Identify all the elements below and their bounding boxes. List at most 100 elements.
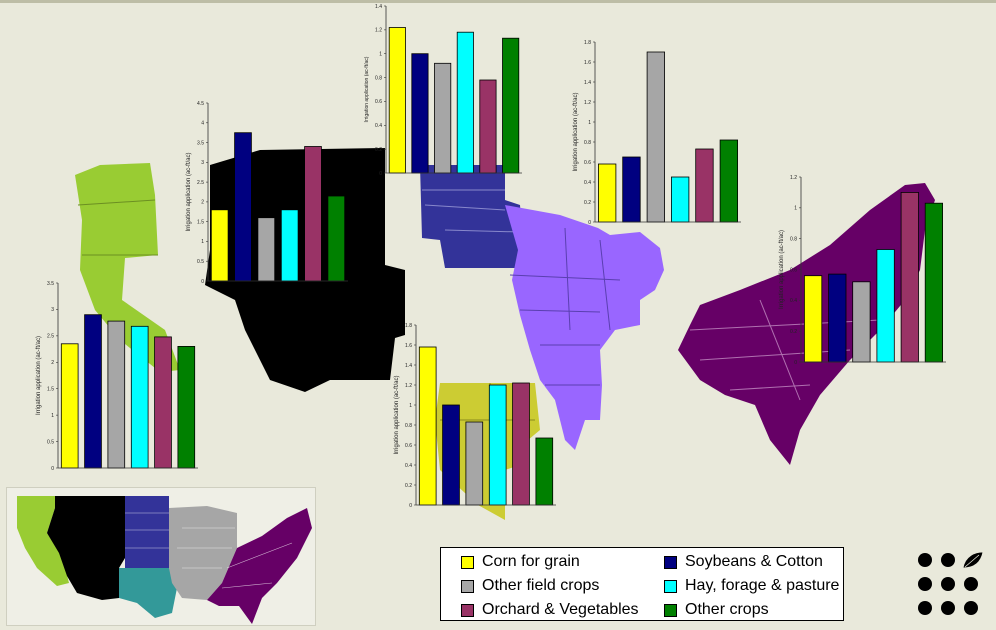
y-tick-label: 1.4: [405, 363, 412, 369]
legend: Corn for grain Soybeans & Cotton Other f…: [440, 547, 844, 621]
bar-corn-for-grain: [598, 163, 617, 223]
inset-region-mountain: [47, 496, 125, 600]
y-tick-label: 4: [201, 121, 204, 127]
y-tick-label: 1.8: [405, 323, 412, 329]
y-tick-label: 0.6: [405, 443, 412, 449]
region-pacific: [75, 163, 180, 372]
y-tick-label: 0.6: [584, 160, 591, 166]
bar-orchard-vegetables: [304, 146, 322, 282]
y-tick-label: 0.6: [790, 267, 797, 273]
chart-midwest: 0 0.2 0.4 0.6 0.8 1 1.2 1.4 1.6 1.8 Irrigation app…: [573, 40, 741, 225]
y-tick-label: 1.4: [584, 80, 591, 86]
y-tick-label: 0: [588, 220, 591, 225]
y-axis-label: Irrigation application (ac-ft/ac): [36, 336, 42, 415]
inset-region-midwest-gray: [169, 506, 237, 600]
y-tick-label: 0.5: [197, 259, 204, 265]
legend-item-other-crops: Other crops: [664, 599, 769, 621]
legend-label: Other crops: [685, 601, 769, 618]
y-tick-label: 0.4: [584, 180, 591, 186]
chart-delta: 0 0.2 0.4 0.6 0.8 1 1.2 1.4 1.6 1.8 Irrigation app…: [394, 323, 556, 509]
y-tick-label: 2: [201, 200, 204, 206]
y-tick-label: 0: [409, 503, 412, 509]
bar-hay-forage-pasture: [456, 31, 474, 174]
inset-map-svg: [17, 496, 312, 624]
legend-swatch: [664, 555, 677, 569]
bar-hay-forage-pasture: [876, 249, 895, 363]
y-tick-label: 0.2: [790, 329, 797, 335]
y-tick-label: 0: [51, 466, 54, 472]
bar-other-crops: [327, 195, 346, 282]
legend-swatch: [461, 555, 474, 569]
y-tick-label: 0: [379, 171, 382, 177]
y-tick-label: 1.8: [584, 40, 591, 46]
y-tick-label: 0.4: [375, 123, 382, 129]
legend-label: Soybeans & Cotton: [685, 553, 823, 570]
legend-swatch: [461, 603, 474, 617]
y-tick-label: 0: [201, 279, 204, 285]
y-axis-label: Irrigation application (ac-ft/ac): [394, 375, 400, 454]
bar-corn-for-grain: [804, 275, 823, 363]
legend-item-corn: Corn for grain: [461, 551, 580, 573]
y-tick-label: 4.5: [197, 101, 204, 107]
y-axis-label: Irrigation application (ac-ft/ac): [779, 230, 785, 309]
legend-swatch: [664, 603, 677, 617]
bar-other-field-crops: [646, 51, 665, 223]
legend-item-hay-forage-pasture: Hay, forage & pasture: [664, 575, 839, 597]
y-tick-label: 0.2: [405, 483, 412, 489]
y-tick-label: 1.4: [375, 4, 382, 10]
y-tick-label: 1: [201, 239, 204, 245]
y-tick-label: 0.4: [790, 298, 797, 304]
bar-soybeans-cotton: [828, 273, 847, 363]
inset-region-plains: [125, 496, 169, 568]
y-tick-label: 1.2: [375, 28, 382, 34]
bar-hay-forage-pasture: [280, 209, 299, 282]
y-axis-label: Irrigation application (ac-ft/ac): [186, 152, 192, 231]
chart-pacific: 0 0.5 1 1.5 2 2.5 3 3.5 Irrigation application (…: [36, 281, 198, 472]
y-tick-label: 0.6: [375, 99, 382, 105]
bar-hay-forage-pasture: [671, 176, 690, 223]
legend-label: Other field crops: [482, 577, 600, 594]
y-tick-label: 1.2: [584, 100, 591, 106]
bar-other-crops: [924, 202, 943, 363]
bar-corn-for-grain: [418, 346, 437, 506]
legend-item-other-field-crops: Other field crops: [461, 575, 599, 597]
bar-hay-forage-pasture: [130, 325, 149, 469]
y-tick-label: 0.5: [47, 439, 54, 445]
bar-soybeans-cotton: [411, 53, 429, 174]
y-tick-label: 1.6: [584, 60, 591, 66]
y-tick-label: 2: [51, 360, 54, 366]
y-tick-label: 0.2: [375, 147, 382, 153]
y-axis-label: Irrigation application (ac-ft/ac): [573, 92, 579, 171]
bar-orchard-vegetables: [154, 336, 172, 469]
y-tick-label: 1.6: [405, 343, 412, 349]
region-plains: [420, 165, 522, 268]
y-tick-label: 0.8: [405, 423, 412, 429]
logo-dot: [941, 577, 955, 591]
y-tick-label: 1: [409, 403, 412, 409]
y-tick-label: 0.8: [584, 140, 591, 146]
bar-soybeans-cotton: [84, 314, 102, 469]
bar-other-field-crops: [257, 217, 276, 282]
y-tick-label: 1.2: [405, 383, 412, 389]
bar-soybeans-cotton: [234, 132, 252, 282]
chart-plains: 0 0.2 0.4 0.6 0.8 1 1.2 1.4 Irrigation applicati…: [364, 4, 522, 177]
logo-dot: [964, 577, 978, 591]
logo-dot: [918, 577, 932, 591]
legend-item-soybeans-cotton: Soybeans & Cotton: [664, 551, 823, 573]
bar-soybeans-cotton: [442, 404, 460, 506]
inset-region-east: [207, 508, 312, 624]
y-tick-label: 1: [379, 51, 382, 57]
y-tick-label: 1.5: [197, 219, 204, 225]
logo-dot: [918, 601, 932, 615]
region-midwest: [505, 205, 664, 450]
y-tick-label: 3.5: [47, 281, 54, 287]
bar-orchard-vegetables: [479, 79, 497, 174]
bar-other-field-crops: [852, 281, 871, 363]
y-tick-label: 3: [51, 307, 54, 313]
y-axis-label: Irrigation application (ac-ft/ac): [364, 56, 370, 122]
bar-hay-forage-pasture: [488, 384, 507, 506]
legend-swatch: [664, 579, 677, 593]
bar-corn-for-grain: [210, 209, 229, 282]
logo-dot: [964, 601, 978, 615]
y-tick-label: 1: [794, 206, 797, 212]
